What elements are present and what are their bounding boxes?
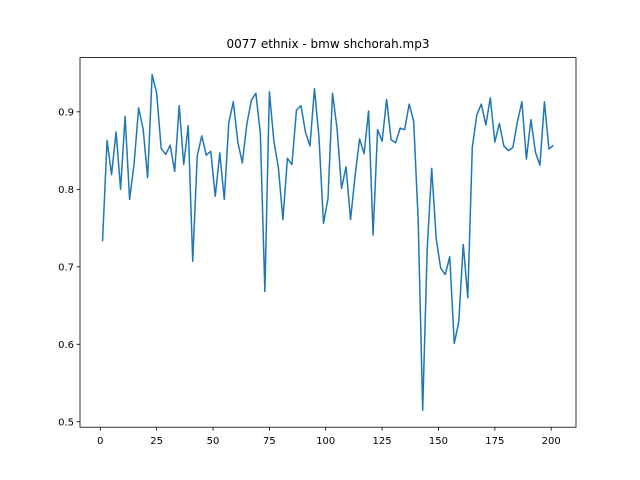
x-tick-label: 200	[542, 436, 561, 447]
chart-title: 0077 ethnix - bmw shchorah.mp3	[226, 37, 429, 51]
x-tick-label: 150	[429, 436, 448, 447]
y-tick-label: 0.8	[58, 185, 74, 196]
x-tick-label: 125	[373, 436, 392, 447]
y-tick-label: 0.9	[58, 107, 74, 118]
x-tick-label: 0	[97, 436, 103, 447]
x-tick-label: 100	[316, 436, 335, 447]
y-tick-label: 0.7	[58, 262, 74, 273]
x-tick-label: 25	[150, 436, 163, 447]
x-tick-label: 75	[263, 436, 276, 447]
axes-frame	[79, 57, 577, 428]
data-line	[101, 73, 554, 411]
y-tick-label: 0.5	[58, 417, 74, 428]
x-tick-label: 175	[485, 436, 504, 447]
x-tick-label: 50	[207, 436, 220, 447]
y-tick-label: 0.6	[58, 340, 74, 351]
